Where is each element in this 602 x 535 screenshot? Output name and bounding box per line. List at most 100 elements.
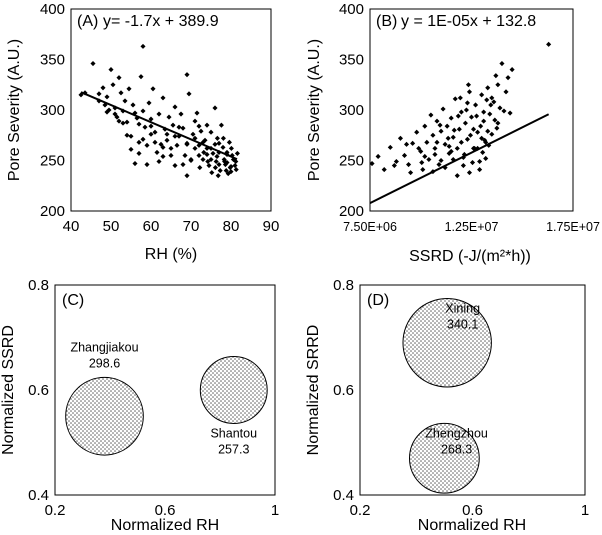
scatter-point [381,167,387,173]
scatter-point [148,123,154,129]
scatter-point [481,109,487,115]
scatter-point [205,158,211,165]
scatter-point [493,73,499,79]
scatter-point [100,85,106,91]
panel-c-y-axis-title: Normalized SSRD [0,325,17,455]
bubble-xining [402,298,492,388]
scatter-point [455,113,461,119]
panel-b: (B) y = 1E-05x + 132.8 200 250 300 350 400 7… [306,1,600,265]
scatter-point [393,158,399,165]
scatter-point [192,145,198,151]
scatter-point [422,123,428,129]
panel-a-y-tick-label: 300 [40,102,65,119]
scatter-point [483,155,489,162]
scatter-point [410,140,416,146]
panel-b-x-tick-label: 1.75E+07 [546,220,600,234]
scatter-point [426,156,432,163]
scatter-point [184,173,190,179]
scatter-point [182,152,188,158]
scatter-point [164,137,170,143]
panel-c-label: (C) [62,292,84,309]
panel-b-y-tick-label: 400 [339,1,364,18]
scatter-point [218,122,224,128]
scatter-point [204,122,210,128]
scatter-point [468,114,475,120]
scatter-point [168,145,174,151]
scatter-point [136,150,142,156]
panel-d-y-tick-labels: 0.4 0.6 0.8 [333,277,354,504]
scatter-point [172,133,178,139]
scatter-point [422,153,428,160]
scatter-point [387,144,393,150]
panel-d: (D) 0.4 0.6 0.8 0.2 0.6 1 Xining 340.1 Zhengzh… [305,277,589,534]
scatter-point [430,132,436,138]
panel-b-x-tick-label: 1.25E+07 [445,220,499,234]
scatter-point [464,136,470,142]
scatter-point [414,129,420,135]
scatter-point [194,110,200,116]
scatter-point [223,168,229,174]
panel-d-label: (D) [367,292,389,309]
panel-a-x-tick-label: 60 [143,218,160,235]
scatter-point [148,131,154,137]
bubble-zhangjiakou [65,376,144,456]
scatter-point [90,60,96,67]
scatter-point [206,163,212,169]
bubble-shantou [199,356,268,424]
scatter-point [186,91,192,97]
panel-b-plot-frame [369,8,574,212]
scatter-point [124,119,130,125]
scatter-point [480,149,486,155]
scatter-point [150,86,156,92]
panel-b-y-axis-title: Pore Severity (A.U.) [306,39,323,181]
panel-a-label: (A) [77,13,98,30]
scatter-point [180,125,186,131]
scatter-point [116,75,122,81]
panel-b-y-tick-label: 300 [339,102,364,119]
scatter-point [434,118,440,124]
bubble-name-label: Xining [445,302,480,316]
scatter-point [220,144,226,150]
scatter-point [220,135,226,141]
scatter-point [140,43,146,49]
scatter-point [200,156,206,163]
scatter-point [473,102,479,108]
scatter-point [477,158,483,165]
scatter-point [204,151,210,157]
panel-b-label: (B) [376,13,397,30]
scatter-point [172,104,178,110]
scatter-point [233,167,239,173]
scatter-point [152,139,158,145]
panel-d-plot-frame [359,284,586,496]
scatter-point [428,112,434,118]
scatter-point [212,141,218,147]
scatter-point [184,140,190,146]
panel-a-y-tick-label: 250 [40,153,65,170]
scatter-point [505,75,511,81]
scatter-point [212,105,218,111]
panel-d-y-axis-title: Normalized SRRD [305,325,322,456]
panel-c-y-tick-labels: 0.4 0.6 0.8 [28,277,49,504]
panel-c-plot-frame [54,284,276,496]
scatter-point [391,163,397,169]
scatter-point [188,156,194,163]
scatter-point [440,106,446,112]
scatter-point [190,131,196,137]
scatter-point [232,163,238,169]
scatter-point [172,163,178,169]
scatter-point [454,145,460,151]
scatter-point [152,129,158,135]
panel-a-y-axis-title: Pore Severity (A.U.) [6,39,23,181]
panel-b-x-tick-labels: 7.50E+06 1.25E+07 1.75E+07 [343,220,600,234]
scatter-point [458,109,464,115]
scatter-point [215,173,221,179]
scatter-point [448,115,454,121]
panel-b-equation: y = 1E-05x + 132.8 [401,13,536,30]
scatter-point [216,161,222,168]
scatter-point [228,169,234,175]
scatter-point [434,139,440,145]
bubble-name-label: Zhangjiakou [70,340,138,354]
scatter-point [457,95,463,101]
scatter-point [464,100,470,106]
panel-d-x-axis-title: Normalized RH [418,517,526,534]
